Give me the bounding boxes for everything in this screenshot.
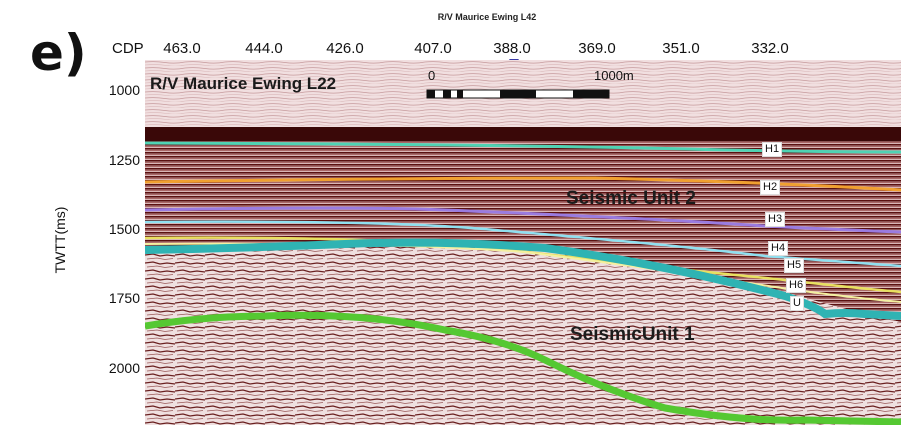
- horizon-label-h4: H4: [768, 241, 789, 256]
- unit-2-label: Seismic Unit 2: [566, 188, 696, 209]
- seismic-section: [145, 60, 901, 425]
- horizon-u: [145, 238, 901, 320]
- line-title: R/V Maurice Ewing L22: [150, 74, 337, 93]
- crossing-line-label: R/V Maurice Ewing L42: [437, 12, 537, 22]
- horizon-label-h5: H5: [784, 258, 805, 273]
- cdp-axis-label: CDP: [112, 40, 144, 57]
- horizon-base: [145, 311, 901, 425]
- cdp-tick: 407.0: [414, 40, 452, 57]
- cdp-tick: 388.0: [493, 40, 531, 57]
- y-tick: 1500: [108, 221, 140, 237]
- horizon-label-h3: H3: [765, 212, 786, 227]
- y-tick: 1000: [108, 82, 140, 98]
- scale-start-label: 0: [428, 68, 436, 83]
- horizon-label-u: U: [790, 296, 804, 311]
- horizon-label-h1: H1: [762, 142, 783, 157]
- horizon-label-h2: H2: [760, 180, 781, 195]
- scale-bar: [426, 89, 610, 99]
- horizon-h3: [145, 206, 901, 234]
- y-axis-label: TWTT(ms): [52, 206, 68, 274]
- scale-end-label: 1000m: [594, 68, 634, 83]
- horizon-h2: [145, 176, 901, 192]
- horizon-h1: [145, 141, 901, 154]
- cdp-tick: 332.0: [751, 40, 789, 57]
- seafloor-reflector: [145, 127, 901, 141]
- cdp-tick: 444.0: [245, 40, 283, 57]
- y-tick: 1750: [108, 290, 140, 306]
- horizon-label-h6: H6: [786, 278, 807, 293]
- unit-1-label: SeismicUnit 1: [570, 324, 695, 345]
- cdp-tick: 351.0: [662, 40, 700, 57]
- unit-1-package: [145, 240, 901, 425]
- panel-letter: e): [30, 24, 87, 82]
- cdp-tick: 369.0: [578, 40, 616, 57]
- cdp-tick: 426.0: [326, 40, 364, 57]
- y-tick: 2000: [108, 360, 140, 376]
- cdp-tick: 463.0: [163, 40, 201, 57]
- y-tick: 1250: [108, 152, 140, 168]
- horizon-h4: [145, 220, 901, 268]
